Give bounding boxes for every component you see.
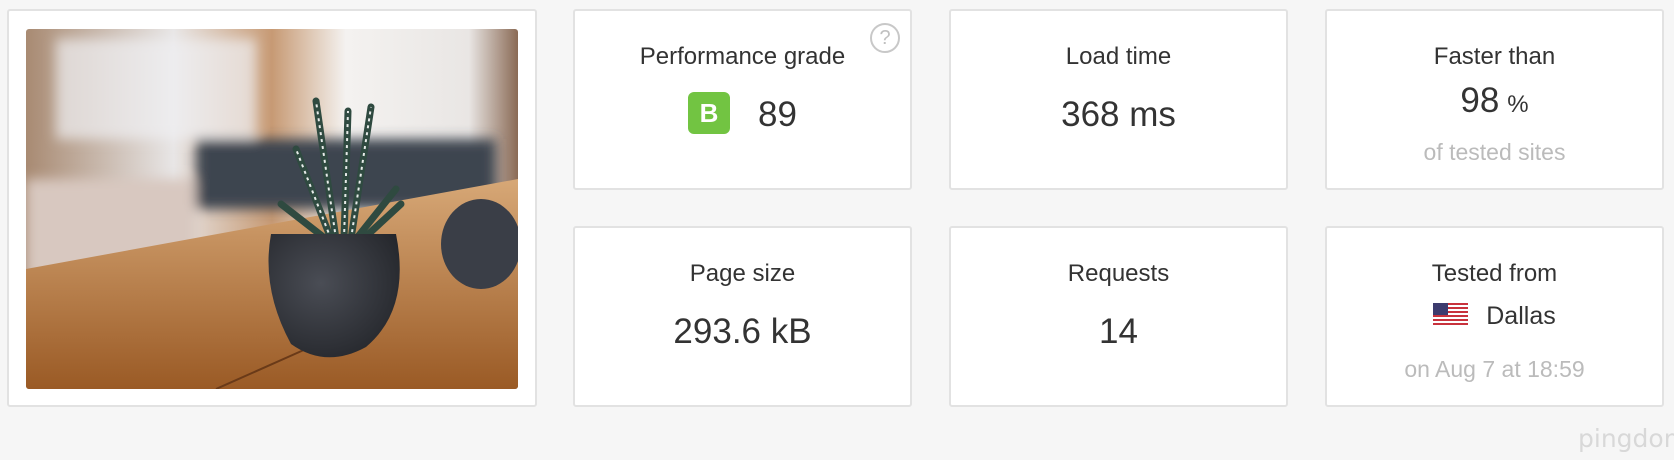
load-time-value: 368 ms — [1061, 95, 1176, 134]
page-size-value: 293.6 kB — [673, 312, 812, 351]
load-time-card: Load time 368 ms — [949, 9, 1288, 190]
faster-than-sub: of tested sites — [1423, 139, 1566, 165]
faster-than-title: Faster than — [1433, 43, 1556, 70]
page-size-title: Page size — [689, 260, 796, 287]
tested-from-location: Dallas — [1327, 302, 1662, 331]
page-size-card: Page size 293.6 kB — [573, 226, 912, 407]
grade-badge: B — [688, 91, 731, 134]
tested-from-date: on Aug 7 at 18:59 — [1404, 356, 1585, 382]
location-name: Dallas — [1486, 302, 1556, 330]
page-screenshot — [26, 29, 518, 389]
faster-than-percent: 98 — [1460, 81, 1500, 120]
us-flag-icon — [1433, 303, 1469, 328]
faster-than-value: 98% — [1327, 81, 1662, 121]
tested-from-title: Tested from — [1431, 260, 1558, 287]
faster-than-card: Faster than 98% of tested sites — [1325, 9, 1664, 190]
pingdom-logo: pingdom — [1578, 424, 1674, 453]
load-time-title: Load time — [1065, 43, 1172, 70]
screenshot-card — [7, 9, 537, 407]
tested-from-card: Tested from Dallas on Aug 7 at 18:59 — [1325, 226, 1664, 407]
performance-grade-card: ? Performance grade B 89 — [573, 9, 912, 190]
grade-score: 89 — [758, 95, 797, 134]
percent-unit: % — [1507, 91, 1529, 118]
requests-title: Requests — [1067, 260, 1170, 287]
help-icon[interactable]: ? — [870, 23, 900, 53]
performance-grade-title: Performance grade — [639, 43, 846, 70]
performance-grade-value: B 89 — [575, 91, 910, 138]
requests-value: 14 — [1099, 312, 1138, 351]
requests-card: Requests 14 — [949, 226, 1288, 407]
